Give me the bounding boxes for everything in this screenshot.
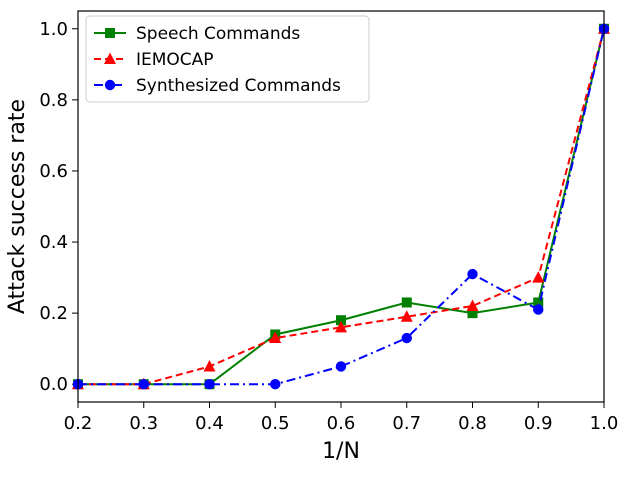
series-layer (72, 22, 610, 390)
data-point (335, 361, 347, 372)
data-point (203, 359, 216, 372)
legend-entry: Speech Commands (94, 24, 300, 44)
series-line (78, 28, 605, 386)
legend-box (85, 15, 370, 103)
data-point (401, 332, 412, 344)
data-point (400, 310, 413, 322)
x-tick-label: 0.7 (392, 413, 421, 434)
legend: Speech Commands IEMOCAP Synthesized Comman… (85, 15, 370, 103)
legend-marker (105, 28, 115, 38)
x-axis-ticks: 0.2 0.3 0.4 0.5 0.6 0.7 0.8 0.9 1.0 (64, 402, 619, 434)
legend-label: Speech Commands (136, 24, 300, 44)
data-point (466, 299, 479, 312)
y-tick-label: 0.4 (39, 232, 68, 253)
x-tick-label: 0.5 (261, 413, 290, 434)
x-axis-label: 1/N (322, 439, 360, 464)
y-axis-ticks: 0.0 0.2 0.4 0.6 0.8 1.0 (39, 19, 78, 395)
legend-marker (104, 52, 116, 64)
x-tick-label: 0.2 (64, 413, 93, 434)
x-tick-label: 1.0 (590, 413, 619, 434)
legend-label: Synthesized Commands (136, 76, 341, 96)
data-point (532, 271, 545, 283)
plot-frame (77, 10, 605, 403)
series-line (78, 28, 605, 386)
y-tick-label: 0.8 (39, 90, 68, 111)
x-tick-label: 0.8 (458, 413, 487, 434)
data-point (204, 379, 215, 390)
y-tick-label: 1.0 (39, 19, 68, 40)
data-point (335, 320, 347, 333)
legend-entry: IEMOCAP (94, 50, 214, 70)
y-axis-label: Attack success rate (5, 99, 30, 314)
x-tick-label: 0.9 (524, 413, 553, 434)
data-point (269, 331, 282, 344)
data-point (401, 297, 412, 308)
x-tick-label: 0.6 (327, 413, 356, 434)
y-tick-label: 0.6 (39, 161, 68, 182)
data-point (138, 379, 149, 390)
x-tick-label: 0.3 (129, 413, 158, 434)
legend-label: IEMOCAP (136, 50, 214, 70)
series-2 (72, 23, 610, 390)
x-tick-label: 0.4 (195, 413, 224, 434)
data-point (467, 268, 478, 280)
data-point (270, 379, 281, 390)
legend-marker (104, 79, 116, 91)
data-point (533, 304, 544, 315)
y-tick-label: 0.0 (39, 374, 68, 395)
data-point (533, 297, 544, 308)
legend-entry: Synthesized Commands (94, 76, 341, 96)
y-tick-label: 0.2 (39, 303, 68, 324)
data-point (467, 308, 478, 319)
data-point (336, 315, 346, 326)
